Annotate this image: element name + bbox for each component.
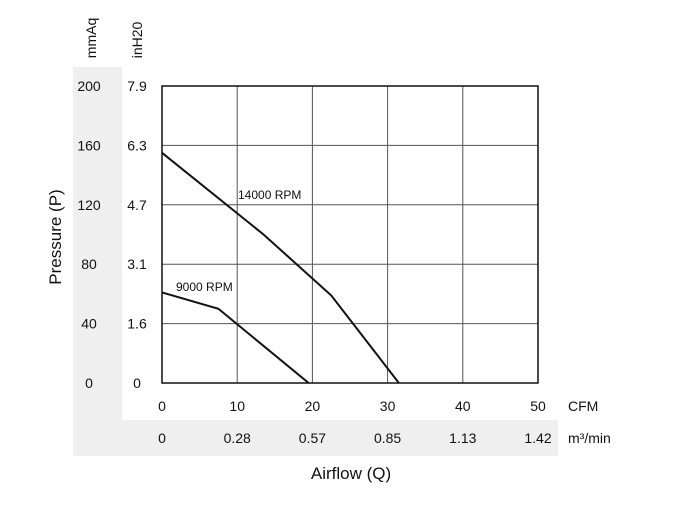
y-tick-label-mmaq: 160 bbox=[77, 137, 101, 153]
x-tick-label-m3min: 1.42 bbox=[524, 430, 551, 446]
x-tick-label-cfm: 20 bbox=[305, 398, 321, 414]
x-tick-label-m3min: 0.57 bbox=[299, 430, 326, 446]
x-tick-label-m3min: 1.13 bbox=[449, 430, 476, 446]
series-label: 14000 RPM bbox=[238, 188, 301, 202]
series-line bbox=[161, 152, 400, 384]
x-axis-title: Airflow (Q) bbox=[311, 464, 391, 483]
y-tick-label-mmaq: 80 bbox=[81, 256, 97, 272]
grid bbox=[162, 86, 538, 383]
series-line bbox=[161, 291, 310, 384]
x-tick-label-m3min: 0.85 bbox=[374, 430, 401, 446]
series-label: 9000 RPM bbox=[176, 280, 233, 294]
x-tick-label-cfm: 40 bbox=[455, 398, 471, 414]
y-tick-label-mmaq: 200 bbox=[77, 78, 101, 94]
y-tick-label-inh2o: 1.6 bbox=[127, 316, 147, 332]
x-unit-m3min: m³/min bbox=[568, 430, 611, 446]
x-tick-labels: 0 0 10 0.28 20 0.57 30 0.85 40 1.13 50 1.42 bbox=[158, 398, 552, 446]
y-tick-label-mmaq: 0 bbox=[85, 375, 93, 391]
y-tick-labels: 0 0 40 1.6 80 3.1 120 4.7 160 6.3 200 7.9 bbox=[77, 78, 147, 391]
plot-frame bbox=[161, 85, 539, 384]
x-tick-label-cfm: 30 bbox=[380, 398, 396, 414]
series: 14000 RPM 9000 RPM bbox=[161, 152, 400, 384]
y-tick-label-inh2o: 6.3 bbox=[127, 137, 147, 153]
y-tick-label-mmaq: 40 bbox=[81, 316, 97, 332]
y-axis-title: Pressure (P) bbox=[46, 189, 65, 284]
x-tick-label-m3min: 0.28 bbox=[224, 430, 251, 446]
y-tick-label-inh2o: 7.9 bbox=[127, 78, 147, 94]
y-tick-label-inh2o: 3.1 bbox=[127, 256, 147, 272]
y-tick-label-inh2o: 0 bbox=[133, 375, 141, 391]
x-tick-label-cfm: 10 bbox=[229, 398, 245, 414]
x-band-shade bbox=[73, 420, 558, 456]
x-tick-label-cfm: 0 bbox=[158, 398, 166, 414]
y-unit-inh2o: inH20 bbox=[129, 22, 145, 59]
y-band-shade bbox=[73, 67, 122, 420]
y-unit-mmaq: mmAq bbox=[83, 18, 99, 58]
x-tick-label-m3min: 0 bbox=[158, 430, 166, 446]
y-tick-label-mmaq: 120 bbox=[77, 197, 101, 213]
y-tick-label-inh2o: 4.7 bbox=[127, 197, 147, 213]
x-tick-label-cfm: 50 bbox=[530, 398, 546, 414]
x-unit-cfm: CFM bbox=[568, 398, 598, 414]
